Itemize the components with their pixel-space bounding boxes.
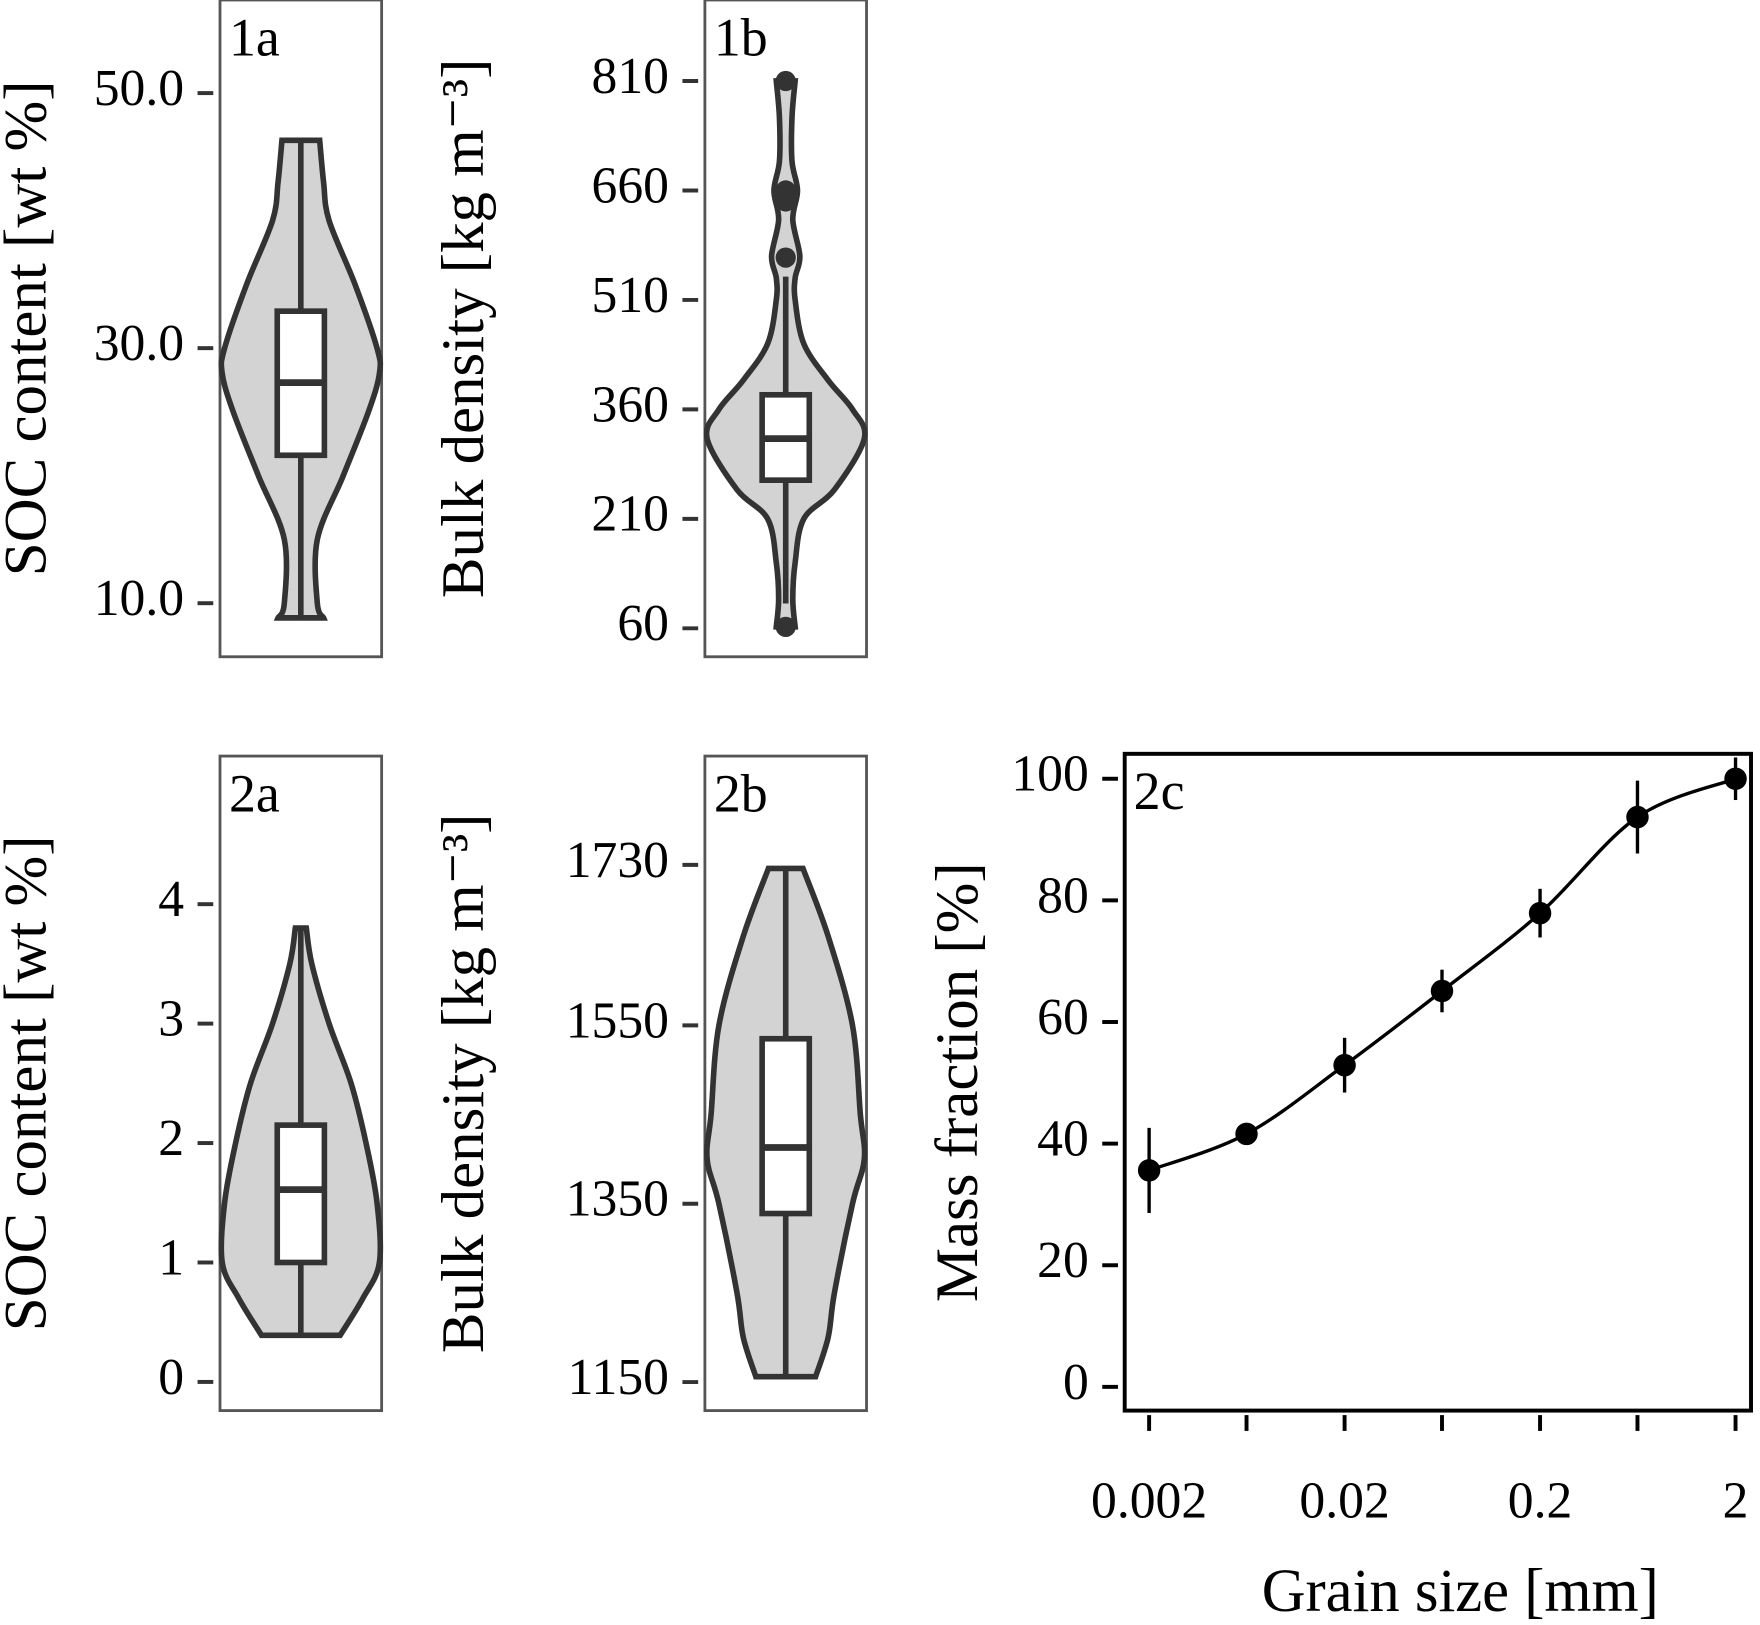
outlier (775, 70, 796, 92)
y-tick-label: 30.0 (94, 315, 184, 372)
panel-label: 2a (229, 763, 280, 823)
box (274, 1122, 328, 1266)
y-tick-label: 1550 (566, 992, 669, 1049)
outlier (775, 191, 796, 212)
y-tick-label: 660 (592, 157, 669, 214)
point (1137, 1159, 1161, 1182)
y-tick-label: 1 (158, 1229, 184, 1286)
point (1528, 901, 1552, 925)
y-tick-label: 80 (1037, 867, 1089, 924)
point (1724, 767, 1747, 791)
y-axis-label: Bulk density [kg m⁻³] (430, 59, 497, 599)
plot-frame (218, 0, 384, 659)
x-tick-label: 2 (1723, 1472, 1749, 1529)
x-tick-label: 0.002 (1091, 1472, 1207, 1529)
x-tick-label: 0.02 (1299, 1472, 1389, 1529)
y-axis-label: SOC content [wt %] (0, 835, 59, 1331)
box (759, 1035, 813, 1217)
y-axis-label: Mass fraction [%] (924, 862, 991, 1302)
y-tick-label: 4 (158, 871, 184, 928)
y-tick-label: 1730 (566, 832, 669, 889)
panel-label: 1b (714, 7, 768, 67)
x-tick-label: 0.2 (1508, 1472, 1573, 1529)
y-tick-label: 0 (1063, 1354, 1089, 1411)
y-tick-label: 3 (158, 990, 184, 1047)
y-tick-label: 20 (1037, 1232, 1089, 1289)
y-tick-label: 1150 (568, 1349, 669, 1406)
y-tick-label: 60 (617, 595, 669, 652)
y-tick-label: 50.0 (94, 60, 184, 117)
point (1333, 1053, 1356, 1077)
y-tick-label: 100 (1011, 746, 1088, 803)
panel-label: 2c (1134, 761, 1185, 821)
plot-frame (1122, 751, 1753, 1413)
y-tick-label: 810 (592, 48, 669, 105)
panel-label: 2b (714, 763, 768, 823)
plot-frame (218, 754, 384, 1413)
outlier (775, 247, 796, 268)
y-tick-label: 60 (1037, 989, 1089, 1046)
point (1430, 979, 1454, 1003)
y-tick-label: 210 (592, 486, 669, 543)
y-axis-label: Bulk density [kg m⁻³] (430, 814, 497, 1354)
y-tick-label: 40 (1037, 1110, 1089, 1167)
y-axis-label: SOC content [wt %] (0, 80, 59, 576)
y-tick-label: 0 (158, 1349, 184, 1406)
y-tick-label: 10.0 (94, 570, 184, 627)
y-tick-label: 510 (592, 267, 669, 324)
point (1235, 1122, 1258, 1146)
plot-frame (703, 754, 868, 1413)
x-axis-label: Grain size [mm] (1262, 1558, 1659, 1625)
y-tick-label: 360 (592, 376, 669, 433)
y-tick-label: 1350 (566, 1171, 669, 1228)
y-tick-label: 2 (158, 1110, 184, 1167)
plot-frame (703, 0, 868, 659)
panel-label: 1a (229, 7, 280, 67)
outlier (775, 616, 796, 638)
point (1626, 805, 1649, 829)
